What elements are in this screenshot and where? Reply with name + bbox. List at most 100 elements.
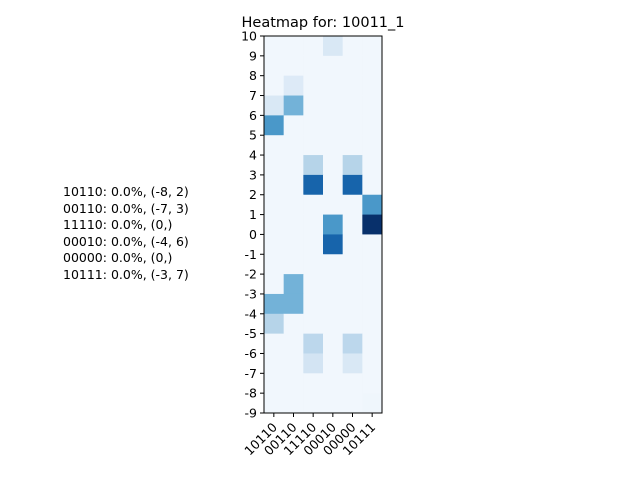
heatmap-cell xyxy=(362,313,383,335)
heatmap-cell xyxy=(264,234,285,255)
heatmap-cell xyxy=(362,274,383,295)
heatmap-cell xyxy=(323,36,344,57)
heatmap-cell xyxy=(264,155,285,176)
heatmap-cell xyxy=(264,293,285,315)
heatmap-cell xyxy=(264,95,285,116)
y-tick-label: 4 xyxy=(249,148,257,163)
heatmap-cell xyxy=(303,75,324,96)
y-tick-label: -1 xyxy=(245,247,257,262)
heatmap-cell xyxy=(283,254,304,275)
heatmap-cell xyxy=(283,313,304,335)
heatmap-cell xyxy=(362,234,383,255)
y-tick-label: -8 xyxy=(245,386,258,401)
plot-frame xyxy=(263,35,383,414)
heatmap-cell xyxy=(362,373,383,394)
heatmap-cell xyxy=(303,313,324,335)
heatmap-cell xyxy=(342,95,363,116)
heatmap-cell xyxy=(323,135,344,156)
heatmap-cell xyxy=(303,373,324,394)
heatmap-cell xyxy=(264,313,285,335)
y-tick-label: -3 xyxy=(245,286,257,301)
heatmap-cell xyxy=(283,95,304,116)
annotation-line: 00010: 0.0%, (-4, 6) xyxy=(63,233,189,249)
heatmap-cell xyxy=(362,155,383,176)
heatmap-cell xyxy=(323,313,344,335)
heatmap-cell xyxy=(362,174,383,196)
heatmap-cells xyxy=(264,36,383,414)
y-tick-label: 7 xyxy=(249,88,257,103)
heatmap-cell xyxy=(362,194,383,215)
heatmap-cell xyxy=(362,55,383,77)
heatmap-cell xyxy=(283,214,304,235)
heatmap-cell xyxy=(342,194,363,215)
y-tick-label: -7 xyxy=(245,366,257,381)
heatmap-cell xyxy=(283,234,304,255)
heatmap-cell xyxy=(283,274,304,295)
heatmap-cell xyxy=(342,75,363,96)
heatmap-cell xyxy=(362,333,383,354)
heatmap-cell xyxy=(303,274,324,295)
heatmap-cell xyxy=(323,353,344,374)
heatmap-cell xyxy=(323,214,344,235)
heatmap-cell xyxy=(342,214,363,235)
heatmap-cell xyxy=(283,293,304,315)
heatmap-cell xyxy=(362,353,383,374)
heatmap-cell xyxy=(303,353,324,374)
heatmap-cell xyxy=(283,333,304,354)
heatmap-cell xyxy=(362,293,383,315)
heatmap-cell xyxy=(303,254,324,275)
annotation-line: 10111: 0.0%, (-3, 7) xyxy=(63,266,189,282)
heatmap-cell xyxy=(303,155,324,176)
y-tick-label: -9 xyxy=(245,406,258,421)
heatmap-cell xyxy=(323,393,344,414)
heatmap-cell xyxy=(283,155,304,176)
heatmap-cell xyxy=(323,194,344,215)
heatmap-cell xyxy=(303,234,324,255)
heatmap-cell xyxy=(283,393,304,414)
heatmap-cell xyxy=(264,115,285,136)
y-tick-label: 10 xyxy=(241,29,257,44)
heatmap-cell xyxy=(264,373,285,394)
y-tick-label: 6 xyxy=(249,108,257,123)
chart-title: Heatmap for: 10011_1 xyxy=(242,15,405,31)
heatmap-cell xyxy=(264,194,285,215)
heatmap-cell xyxy=(323,115,344,136)
heatmap-cell xyxy=(342,135,363,156)
heatmap-cell xyxy=(303,135,324,156)
heatmap-cell xyxy=(362,95,383,116)
heatmap-cell xyxy=(264,75,285,96)
heatmap-cell xyxy=(264,274,285,295)
y-tick-label: -6 xyxy=(245,346,258,361)
heatmap-cell xyxy=(342,393,363,414)
heatmap-cell xyxy=(362,254,383,275)
heatmap-cell xyxy=(303,95,324,116)
heatmap-cell xyxy=(323,293,344,315)
heatmap-cell xyxy=(323,55,344,77)
heatmap-cell xyxy=(264,135,285,156)
heatmap-cell xyxy=(342,36,363,57)
y-tick-label: 1 xyxy=(249,207,257,222)
heatmap-cell xyxy=(264,254,285,275)
heatmap-cell xyxy=(362,115,383,136)
heatmap-cell xyxy=(342,333,363,354)
heatmap-cell xyxy=(342,353,363,374)
y-tick-label: 9 xyxy=(249,48,257,63)
heatmap-cell xyxy=(342,373,363,394)
annotation-line: 00000: 0.0%, (0,) xyxy=(63,250,173,266)
heatmap-cell xyxy=(362,75,383,96)
heatmap-cell xyxy=(303,293,324,315)
heatmap-cell xyxy=(283,194,304,215)
heatmap-cell xyxy=(303,393,324,414)
annotation-line: 11110: 0.0%, (0,) xyxy=(63,217,173,233)
annotation-list: 10110: 0.0%, (-8, 2) 00110: 0.0%, (-7, 3)… xyxy=(63,184,189,284)
heatmap-cell xyxy=(303,194,324,215)
heatmap-cell xyxy=(264,55,285,77)
heatmap-cell xyxy=(264,353,285,374)
heatmap-cell xyxy=(283,55,304,77)
heatmap-cell xyxy=(342,115,363,136)
heatmap-cell xyxy=(342,293,363,315)
y-tick-label: -4 xyxy=(245,306,258,321)
heatmap-cell xyxy=(342,254,363,275)
